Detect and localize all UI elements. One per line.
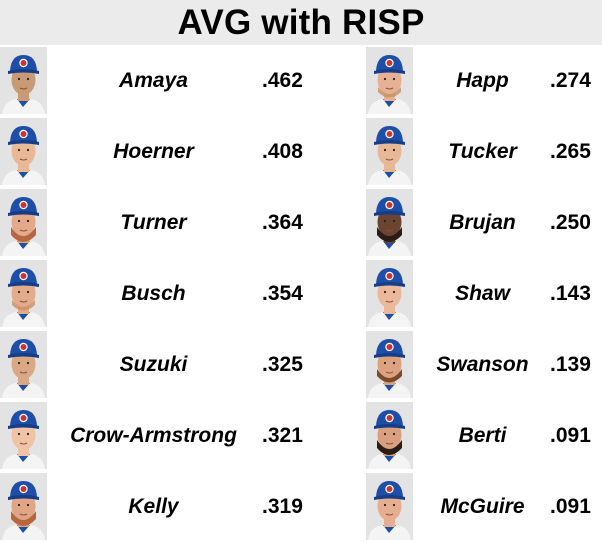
- player-headshot-icon: [0, 189, 47, 256]
- player-headshot-icon: [366, 47, 413, 114]
- player-name: Berti: [458, 423, 507, 447]
- player-avg: .091: [550, 494, 591, 518]
- player-headshot-icon: [366, 189, 413, 256]
- player-row: Tucker .265: [366, 116, 602, 187]
- player-headshot-icon: [366, 331, 413, 398]
- player-row: Brujan .250: [366, 187, 602, 258]
- player-headshot-icon: [366, 402, 413, 469]
- player-headshot-icon: [0, 47, 47, 114]
- player-avg: .091: [550, 423, 591, 447]
- player-row: Busch .354: [0, 258, 320, 329]
- player-row: Shaw .143: [366, 258, 602, 329]
- player-name: Kelly: [128, 494, 179, 518]
- page-title: AVG with RISP: [177, 2, 425, 42]
- player-row: Crow-Armstrong .321: [0, 400, 320, 471]
- player-name: Suzuki: [119, 352, 188, 376]
- player-name: Busch: [121, 281, 186, 305]
- player-row: Happ .274: [366, 45, 602, 116]
- player-avg: .139: [550, 352, 591, 376]
- player-headshot-icon: [0, 331, 47, 398]
- player-row: Amaya .462: [0, 45, 320, 116]
- player-headshot-icon: [366, 118, 413, 185]
- player-name: Turner: [120, 210, 187, 234]
- player-name: Tucker: [448, 139, 517, 163]
- player-headshot-icon: [366, 473, 413, 540]
- player-avg: .321: [262, 423, 303, 447]
- player-avg: .354: [262, 281, 303, 305]
- player-headshot-icon: [0, 260, 47, 327]
- player-avg: .364: [262, 210, 303, 234]
- player-row: Kelly .319: [0, 471, 320, 542]
- right-column: Happ .274 Tucker .265 Brujan .250 Shaw .143 Swan…: [366, 45, 602, 542]
- player-avg: .143: [550, 281, 591, 305]
- player-headshot-icon: [0, 473, 47, 540]
- player-name: Crow-Armstrong: [70, 423, 237, 447]
- player-row: Suzuki .325: [0, 329, 320, 400]
- player-headshot-icon: [0, 402, 47, 469]
- player-name: McGuire: [440, 494, 525, 518]
- title-bar: AVG with RISP: [0, 0, 602, 45]
- player-avg: .319: [262, 494, 303, 518]
- player-name: Brujan: [449, 210, 516, 234]
- player-avg: .274: [550, 68, 591, 92]
- player-avg: .250: [550, 210, 591, 234]
- player-row: Hoerner .408: [0, 116, 320, 187]
- player-row: McGuire .091: [366, 471, 602, 542]
- player-avg: .325: [262, 352, 303, 376]
- player-name: Swanson: [436, 352, 529, 376]
- player-name: Hoerner: [113, 139, 194, 163]
- player-avg: .265: [550, 139, 591, 163]
- player-headshot-icon: [0, 118, 47, 185]
- player-name: Amaya: [119, 68, 188, 92]
- player-avg: .408: [262, 139, 303, 163]
- player-row: Swanson .139: [366, 329, 602, 400]
- player-row: Berti .091: [366, 400, 602, 471]
- player-avg: .462: [262, 68, 303, 92]
- player-name: Shaw: [455, 281, 510, 305]
- player-row: Turner .364: [0, 187, 320, 258]
- left-column: Amaya .462 Hoerner .408 Turner .364 Busch .354 S…: [0, 45, 320, 542]
- player-name: Happ: [456, 68, 509, 92]
- player-headshot-icon: [366, 260, 413, 327]
